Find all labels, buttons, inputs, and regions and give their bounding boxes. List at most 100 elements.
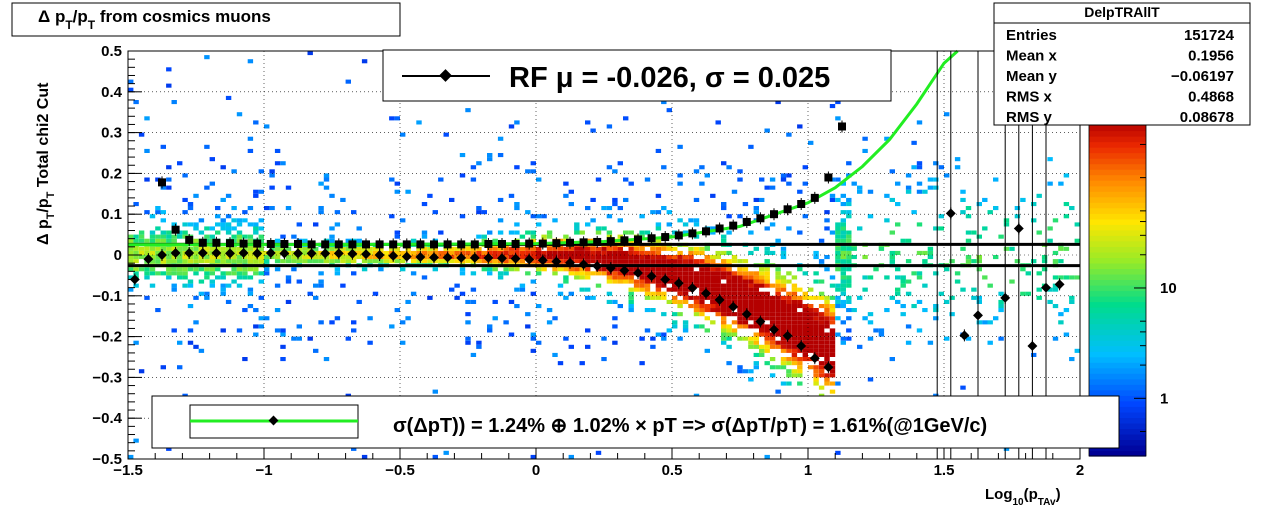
colorbar-segment bbox=[1089, 329, 1146, 336]
colorbar-segment bbox=[1089, 246, 1146, 253]
colorbar-segment bbox=[1089, 158, 1146, 165]
x-tick-label: −1 bbox=[255, 462, 272, 479]
sigma-point bbox=[212, 238, 221, 247]
mean-point bbox=[524, 254, 535, 265]
sigma-point bbox=[402, 240, 411, 249]
x-tick-label: 1.5 bbox=[934, 462, 955, 479]
legend-top-text: RF μ = -0.026, σ = 0.025 bbox=[509, 62, 830, 94]
colorbar-segment bbox=[1089, 152, 1146, 159]
stats-label: RMS y bbox=[1006, 109, 1053, 126]
sigma-point bbox=[620, 236, 629, 245]
stats-value: 151724 bbox=[1184, 27, 1235, 44]
sigma-point bbox=[280, 239, 289, 248]
y-tick-label: 0.5 bbox=[101, 43, 122, 60]
sigma-point bbox=[484, 239, 493, 248]
sigma-point bbox=[647, 234, 656, 243]
sigma-point bbox=[294, 239, 302, 248]
colorbar-segment bbox=[1089, 307, 1146, 314]
mean-point bbox=[619, 265, 630, 276]
mean-point bbox=[429, 252, 439, 263]
stats-name: DelpTRAllT bbox=[1084, 4, 1160, 20]
mean-point bbox=[374, 250, 385, 260]
legend-top: RF μ = -0.026, σ = 0.025 bbox=[382, 49, 892, 102]
colorbar-segment bbox=[1089, 218, 1146, 225]
sigma-point bbox=[810, 193, 819, 202]
colorbar-segment bbox=[1089, 389, 1146, 396]
mean-point bbox=[170, 248, 181, 258]
colorbar-segment bbox=[1089, 273, 1146, 280]
stats-label: Mean x bbox=[1006, 48, 1058, 65]
sigma-point bbox=[266, 239, 275, 248]
colorbar-tick-label: 1 bbox=[1160, 390, 1168, 407]
y-tick-label: 0.4 bbox=[101, 84, 123, 101]
mean-point bbox=[401, 251, 412, 262]
mean-point bbox=[497, 253, 507, 264]
y-tick-label: −0.4 bbox=[92, 410, 122, 427]
x-tick-label: −1.5 bbox=[113, 462, 143, 479]
sigma-point bbox=[321, 240, 330, 249]
colorbar-segment bbox=[1089, 174, 1146, 181]
sigma-point bbox=[756, 214, 765, 223]
sigma-point bbox=[770, 210, 778, 219]
sigma-point bbox=[443, 240, 452, 249]
sigma-point bbox=[253, 239, 262, 248]
mean-point bbox=[605, 263, 616, 274]
colorbar-segment bbox=[1089, 130, 1146, 137]
colorbar-segment bbox=[1089, 351, 1146, 358]
mean-point bbox=[741, 309, 752, 320]
mean-point bbox=[442, 252, 453, 263]
colorbar-segment bbox=[1089, 240, 1146, 247]
sigma-point bbox=[593, 237, 602, 246]
colorbar-segment bbox=[1089, 367, 1146, 374]
sigma-point bbox=[511, 239, 520, 248]
mean-point bbox=[809, 353, 820, 364]
y-tick-label: −0.3 bbox=[92, 369, 122, 386]
sigma-point bbox=[715, 224, 724, 233]
x-tick-label: 0.5 bbox=[662, 462, 683, 479]
legend-bottom: σ(ΔpT)) = 1.24% ⊕ 1.02% × pT => σ(ΔpT/pT… bbox=[151, 395, 1120, 449]
mean-point bbox=[347, 248, 358, 259]
colorbar-segment bbox=[1089, 290, 1146, 297]
mean-point bbox=[646, 271, 657, 282]
sigma-point bbox=[498, 239, 506, 248]
x-tick-label: −0.5 bbox=[385, 462, 415, 479]
sigma-point bbox=[158, 178, 166, 187]
x-tick-label: 1 bbox=[804, 462, 812, 479]
legend-top-marker bbox=[439, 69, 452, 82]
mean-point bbox=[660, 274, 671, 285]
y-tick-label: 0.1 bbox=[101, 206, 122, 223]
sigma-point bbox=[702, 227, 710, 236]
stats-label: Mean y bbox=[1006, 68, 1058, 85]
sigma-point bbox=[239, 239, 248, 248]
sigma-point bbox=[457, 240, 466, 249]
stats-box: DelpTRAllT Entries 151724 Mean x 0.1956 Mean… bbox=[993, 2, 1251, 126]
mean-point bbox=[687, 283, 698, 293]
mean-point bbox=[782, 330, 793, 341]
mean-point bbox=[796, 341, 807, 351]
colorbar-segment bbox=[1089, 251, 1146, 258]
mean-point bbox=[211, 248, 222, 258]
sigma-point bbox=[838, 122, 846, 131]
mean-point bbox=[1054, 279, 1065, 290]
colorbar-segment bbox=[1089, 180, 1146, 187]
sigma-point bbox=[538, 239, 547, 248]
mean-point bbox=[769, 324, 779, 335]
mean-point bbox=[157, 250, 167, 260]
colorbar-segment bbox=[1089, 163, 1146, 170]
colorbar-segment bbox=[1089, 345, 1146, 352]
data-points bbox=[129, 51, 1065, 459]
mean-point bbox=[578, 259, 589, 270]
colorbar-segment bbox=[1089, 356, 1146, 363]
sigma-point bbox=[430, 240, 438, 249]
colorbar-segment bbox=[1089, 202, 1146, 209]
colorbar-segment bbox=[1089, 384, 1146, 391]
colorbar-segment bbox=[1089, 312, 1146, 319]
y-tick-label: 0 bbox=[114, 247, 122, 264]
mean-point bbox=[265, 248, 276, 258]
legend-bottom-text: σ(ΔpT)) = 1.24% ⊕ 1.02% × pT => σ(ΔpT/pT… bbox=[393, 415, 987, 437]
stats-value: 0.1956 bbox=[1188, 48, 1234, 65]
sigma-point bbox=[606, 237, 615, 246]
mean-point bbox=[959, 330, 970, 341]
sigma-point bbox=[797, 200, 806, 208]
mean-point bbox=[469, 252, 480, 263]
